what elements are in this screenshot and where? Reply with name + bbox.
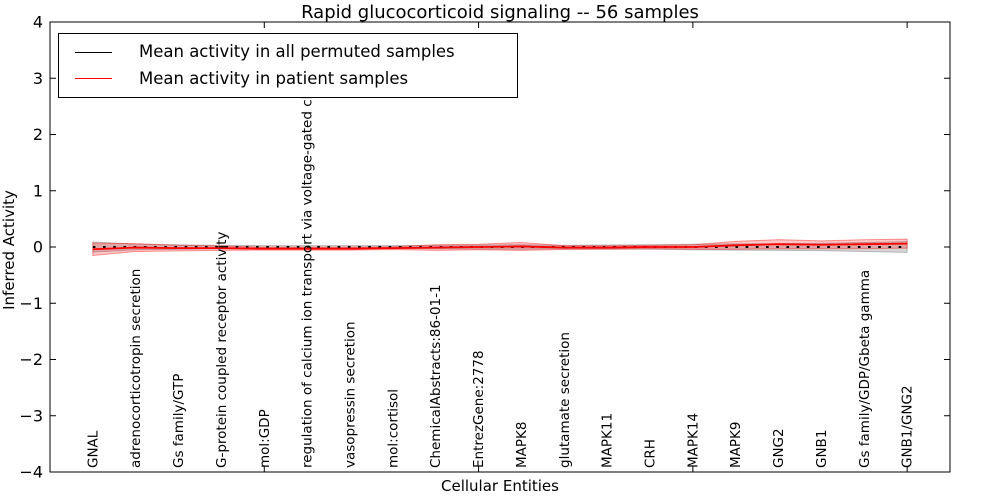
x-entity-label: glutamate secretion: [557, 332, 573, 468]
legend-label-permuted: Mean activity in all permuted samples: [139, 42, 455, 61]
x-entity-label: regulation of calcium ion transport via …: [300, 53, 316, 468]
x-entity-label: GNB1: [814, 430, 830, 468]
legend: Mean activity in all permuted samples Me…: [58, 33, 518, 98]
y-tick-label: −2: [19, 350, 43, 369]
y-tick-label: 1: [33, 181, 43, 200]
series-line-patient: [92, 242, 908, 251]
x-entity-label: ChemicalAbstracts:86-01-1: [428, 284, 444, 468]
x-entity-label: adrenocorticotropin secretion: [128, 269, 144, 468]
legend-item-patient: Mean activity in patient samples: [59, 68, 517, 88]
chart-title: Rapid glucocorticoid signaling -- 56 sam…: [301, 2, 699, 23]
x-entity-label: MAPK14: [685, 413, 701, 468]
legend-item-permuted: Mean activity in all permuted samples: [59, 42, 517, 61]
x-entity-label: Gs family/GTP: [171, 374, 187, 468]
x-entity-label: EntrezGene:2778: [471, 350, 487, 468]
x-entity-label: Gs family/GDP/Gbeta gamma: [857, 270, 873, 468]
y-tick-label: 4: [33, 13, 43, 32]
y-tick-label: −1: [19, 294, 43, 313]
y-axis-label: Inferred Activity: [0, 190, 18, 310]
y-tick-label: −4: [19, 463, 43, 482]
x-entity-label: MAPK9: [728, 422, 744, 468]
x-entity-label: GNAL: [85, 430, 101, 468]
x-entity-label: mol:GDP: [257, 409, 273, 468]
y-tick-label: −3: [19, 406, 43, 425]
legend-line-permuted: [75, 51, 112, 53]
x-entity-label: G-protein coupled receptor activity: [214, 232, 230, 468]
x-entity-label: CRH: [643, 439, 659, 468]
x-entity-label: vasopressin secretion: [343, 321, 359, 468]
y-tick-label: 0: [33, 238, 43, 257]
legend-line-patient: [75, 78, 112, 80]
x-axis-label: Cellular Entities: [441, 477, 559, 495]
x-entity-label: MAPK8: [514, 422, 530, 468]
x-entity-label: MAPK11: [600, 413, 616, 468]
y-tick-label: 2: [33, 125, 43, 144]
y-tick-label: 3: [33, 69, 43, 88]
x-entity-label: GNB1/GNG2: [900, 385, 916, 468]
x-entity-label: GNG2: [771, 428, 787, 468]
legend-label-patient: Mean activity in patient samples: [139, 68, 409, 88]
x-entity-label: mol:cortisol: [385, 389, 401, 468]
